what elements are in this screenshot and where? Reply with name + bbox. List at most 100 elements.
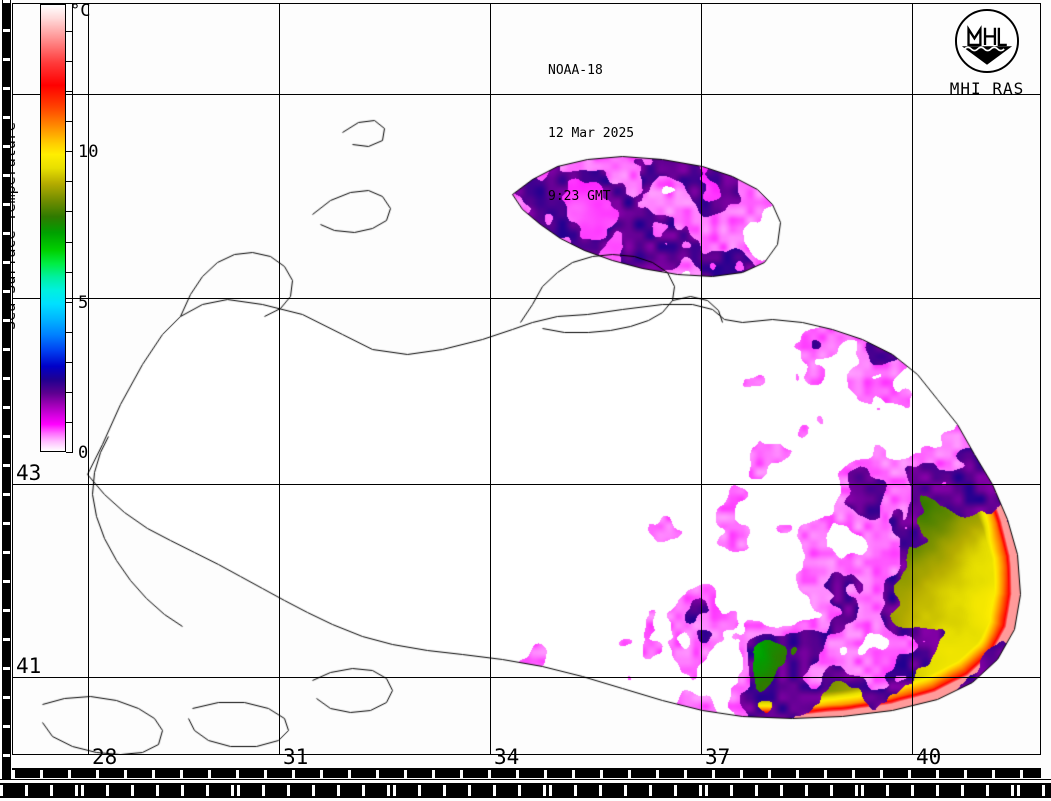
ruler-segment xyxy=(460,770,463,778)
ruler-segment xyxy=(3,522,10,525)
ruler-segment xyxy=(3,435,10,438)
ruler-segment xyxy=(936,785,939,796)
colorbar-tick xyxy=(66,391,73,393)
ruler-segment xyxy=(3,29,10,32)
ruler-segment xyxy=(96,770,99,778)
ruler-segment xyxy=(3,464,10,467)
institute-logo: MHI RAS xyxy=(944,8,1030,98)
ruler-segment xyxy=(3,348,10,351)
longitude-label: 28 xyxy=(92,745,118,769)
ruler-segment xyxy=(376,770,379,778)
gridline-longitude xyxy=(279,4,280,754)
ruler-segment xyxy=(3,261,10,264)
ruler-segment xyxy=(600,770,603,778)
ruler-segment xyxy=(699,785,702,796)
ruler-segment xyxy=(68,770,71,778)
ruler-segment xyxy=(348,770,351,778)
sst-raster-layer xyxy=(12,4,1040,754)
longitude-label: 37 xyxy=(705,745,731,769)
acquisition-info: NOAA-18 12 Mar 2025 9:23 GMT xyxy=(548,18,634,249)
ruler-segment xyxy=(3,174,10,177)
ruler-segment xyxy=(3,406,10,409)
ruler-segment xyxy=(518,785,521,796)
colorbar-tick xyxy=(66,61,73,63)
ruler-segment xyxy=(674,785,677,796)
frame-top xyxy=(12,3,1041,4)
ruler-segment xyxy=(3,0,10,3)
ruler-segment xyxy=(1042,785,1045,796)
colorbar-tick xyxy=(66,361,73,363)
ruler-segment xyxy=(40,770,43,778)
ruler-segment xyxy=(599,785,602,796)
ruler-segment xyxy=(755,785,758,796)
ruler-segment xyxy=(3,609,10,612)
gridline-longitude xyxy=(490,4,491,754)
gridline-longitude xyxy=(912,4,913,754)
mhi-ras-emblem-icon xyxy=(954,8,1020,74)
ruler-segment xyxy=(3,145,10,148)
ruler-segment xyxy=(443,785,446,796)
ruler-segment xyxy=(312,785,315,796)
latitude-label: 41 xyxy=(16,654,42,678)
ruler-segment xyxy=(780,785,783,796)
ruler-segment xyxy=(208,770,211,778)
ruler-segment xyxy=(543,785,546,796)
ruler-segment xyxy=(1020,770,1023,778)
ruler-segment xyxy=(628,770,631,778)
colorbar-value-label: 5 xyxy=(78,292,89,313)
colorbar-tick xyxy=(66,301,73,303)
colorbar-gradient xyxy=(41,5,65,451)
ruler-segment xyxy=(3,377,10,380)
bottom-scale-ruler xyxy=(0,783,1051,798)
ruler-segment xyxy=(712,770,715,778)
colorbar-tick xyxy=(66,421,73,423)
ruler-segment xyxy=(3,580,10,583)
ruler-segment xyxy=(3,696,10,699)
ruler-segment xyxy=(106,785,109,796)
colorbar-tick xyxy=(66,31,73,33)
acquisition-time: 9:23 GMT xyxy=(548,189,611,204)
gridline-latitude xyxy=(12,298,1040,299)
colorbar-unit-label: °C xyxy=(70,1,91,21)
ruler-segment xyxy=(964,770,967,778)
ruler-segment xyxy=(624,785,627,796)
ruler-segment xyxy=(12,770,15,778)
ruler-segment xyxy=(549,785,552,796)
ruler-segment xyxy=(25,785,28,796)
ruler-segment xyxy=(852,770,855,778)
colorbar-tick xyxy=(66,452,73,453)
ruler-segment xyxy=(287,785,290,796)
ruler-segment xyxy=(740,770,743,778)
ruler-segment xyxy=(911,785,914,796)
colorbar xyxy=(40,4,66,452)
colorbar-tick xyxy=(66,91,73,93)
ruler-segment xyxy=(231,785,234,796)
ruler-segment xyxy=(418,785,421,796)
frame-left xyxy=(12,3,13,755)
ruler-segment xyxy=(684,770,687,778)
ruler-segment xyxy=(493,785,496,796)
ruler-segment xyxy=(796,770,799,778)
ruler-segment xyxy=(3,551,10,554)
ruler-segment xyxy=(393,785,396,796)
map-canvas-area xyxy=(12,4,1040,754)
ruler-segment xyxy=(292,770,295,778)
ruler-segment xyxy=(768,770,771,778)
ruler-segment xyxy=(3,290,10,293)
satellite-name: NOAA-18 xyxy=(548,63,603,78)
ruler-segment xyxy=(861,785,864,796)
colorbar-tick xyxy=(66,181,73,183)
ruler-segment xyxy=(730,785,733,796)
ruler-segment xyxy=(936,770,939,778)
colorbar-tick xyxy=(66,211,73,213)
ruler-segment xyxy=(237,785,240,796)
latitude-label: 43 xyxy=(16,461,42,485)
ruler-segment xyxy=(3,116,10,119)
ruler-segment xyxy=(992,770,995,778)
ruler-segment xyxy=(262,785,265,796)
ruler-segment xyxy=(3,493,10,496)
ruler-segment xyxy=(824,770,827,778)
ruler-segment xyxy=(75,785,78,796)
colorbar-tick xyxy=(66,151,73,153)
